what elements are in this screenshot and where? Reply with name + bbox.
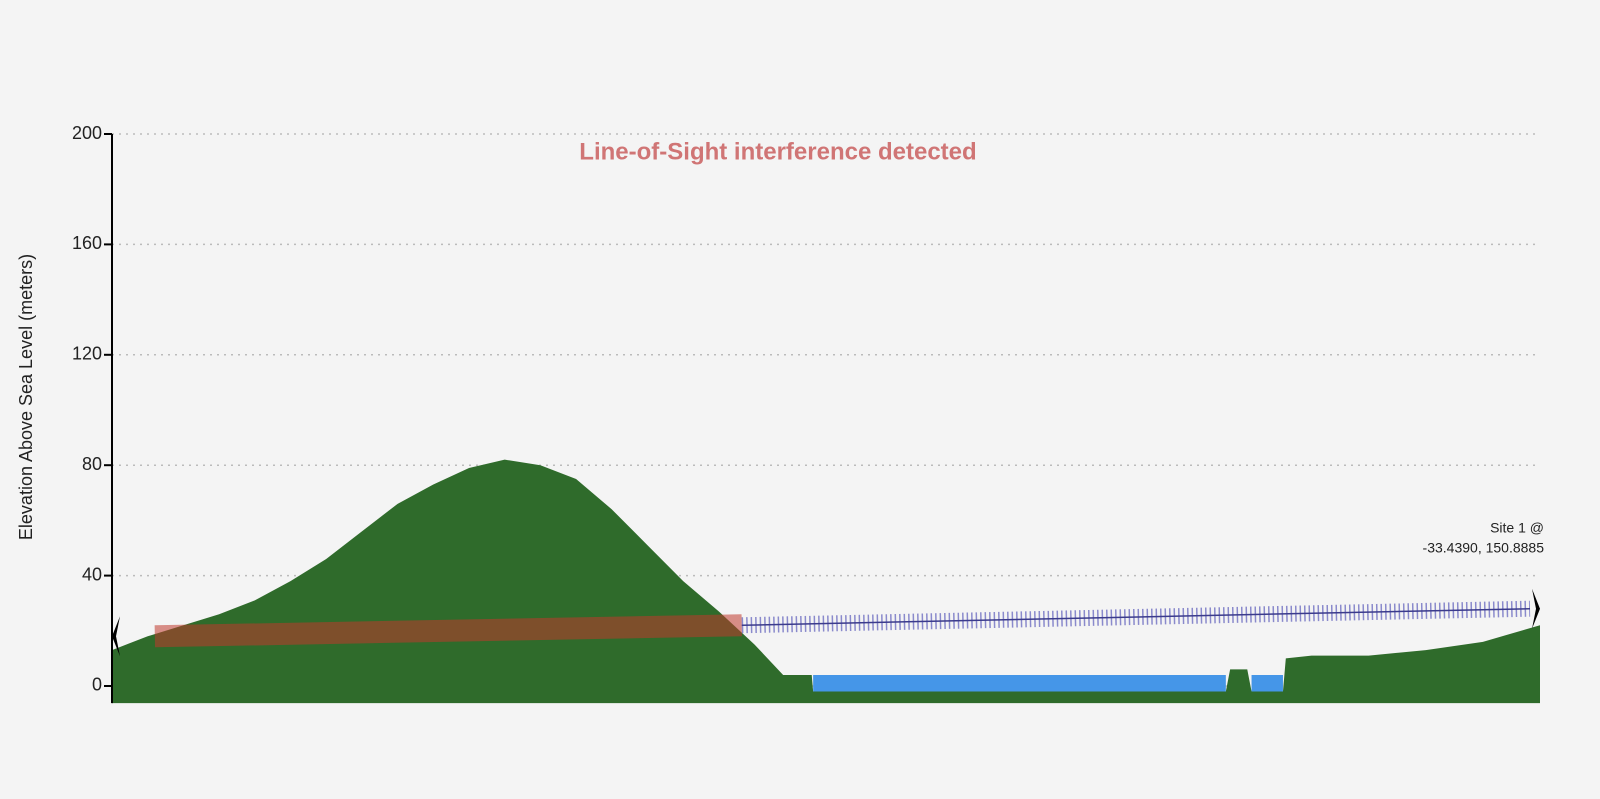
y-tick-label: 120 <box>72 344 102 364</box>
y-tick-label: 0 <box>92 675 102 695</box>
y-tick-label: 40 <box>82 564 102 584</box>
site-marker <box>112 616 120 657</box>
y-tick-label: 200 <box>72 123 102 143</box>
site-label: -33.4390, 150.8885 <box>1423 539 1545 555</box>
annotation: Line-of-Sight interference detected <box>579 138 976 165</box>
site-marker <box>1532 588 1540 629</box>
water-area <box>813 674 1226 692</box>
y-tick-label: 160 <box>72 233 102 253</box>
y-axis-label: Elevation Above Sea Level (meters) <box>16 254 36 540</box>
obstructed-path <box>154 614 742 648</box>
water-area <box>1251 674 1283 692</box>
terrain-area <box>112 459 1540 704</box>
site-label: Site 1 @ <box>1490 519 1544 535</box>
clear-path-line <box>741 607 1531 627</box>
y-tick-label: 80 <box>82 454 102 474</box>
